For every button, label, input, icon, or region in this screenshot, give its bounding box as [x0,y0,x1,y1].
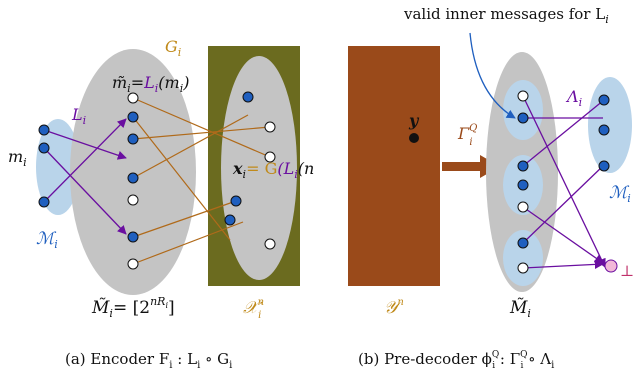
g-label: Gi [165,37,181,59]
codeword-label: xi= G(Li(n [232,159,314,181]
gamma-label: ΓQ i [457,123,477,148]
erasure-node [604,259,618,273]
inner-message-nodes [127,92,139,270]
caption-encoder: (a) Encoder Fi : Li ∘ Gi [65,350,232,371]
l-label: Li [71,105,86,127]
y-label: y [408,111,420,130]
lambda-label: Λi [565,87,582,109]
l-mapping-arrows [43,118,127,235]
right-message-set-label: ℳi [609,183,631,205]
right-message-nodes [598,94,610,172]
lambda-mapping-arrows [522,95,606,269]
top-note: valid inner messages for Li [403,5,609,26]
g-mapping-lines [132,97,271,265]
m-label: mi [8,147,27,169]
inner-message-set-blob [70,49,196,295]
codeword-space-label: 𝒳n i [243,297,264,321]
channel-output-rect [348,46,440,286]
valid-note-arrow [469,32,516,119]
m-tilde-eq-label: m̃i=Li(mi) [112,73,189,95]
inner-set-size-label: M̃i= [2nRi] [91,295,175,320]
predecoder-nodes [517,90,529,274]
codebook-blob [221,56,297,280]
message-set-blob [36,119,80,215]
message-set-blob-right [588,77,632,173]
valid-group-1 [503,80,543,140]
caption-predecoder: (b) Pre-decoder ϕQ i : ΓQ i ∘ Λi [358,350,554,371]
erasure-label: ⊥ [620,262,634,280]
output-space-label: 𝒴n [384,297,404,318]
message-nodes [38,124,50,208]
predecoder-set-label: M̃i [509,298,531,320]
received-point [409,133,419,143]
codeword-nodes [224,91,276,250]
valid-group-3 [503,230,543,286]
message-set-label: ℳi [36,229,58,251]
